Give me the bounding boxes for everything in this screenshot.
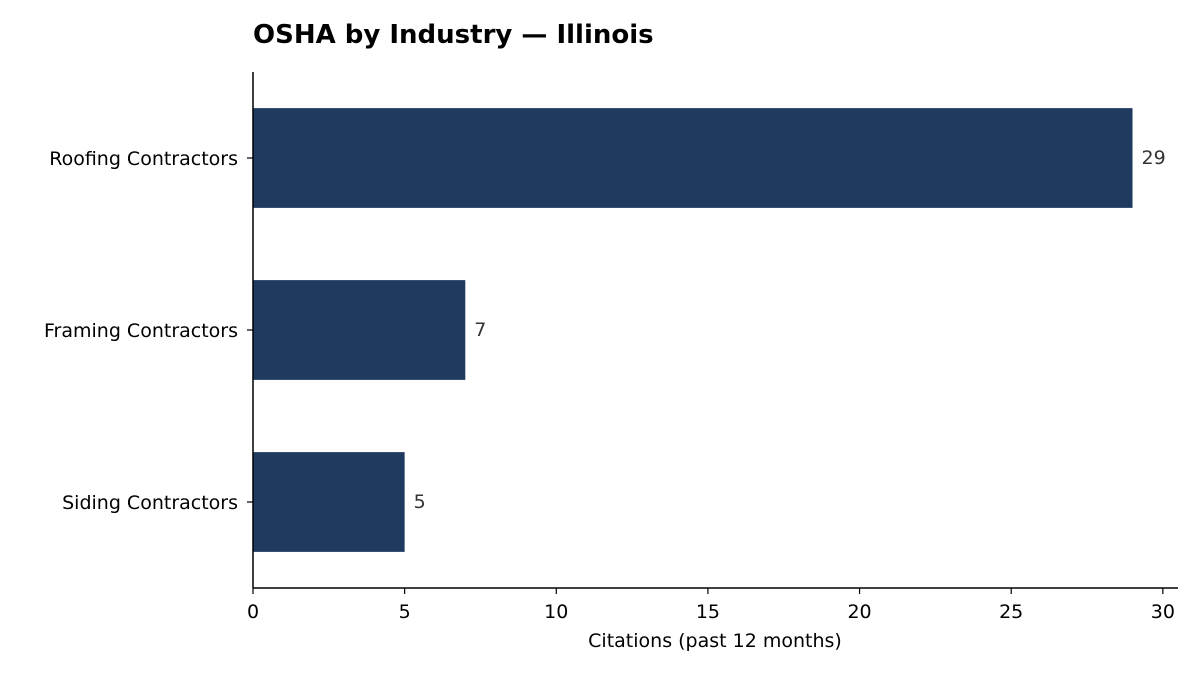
data-label-0: 29 xyxy=(1142,147,1166,169)
category-label-1: Framing Contractors xyxy=(44,320,238,342)
chart-title: OSHA by Industry — Illinois xyxy=(253,20,654,50)
x-tick-label-0: 0 xyxy=(247,601,259,623)
category-labels-group: Roofing Contractors Framing Contractors Si… xyxy=(44,148,253,514)
x-tick-label-6: 30 xyxy=(1151,601,1175,623)
x-tick-label-5: 25 xyxy=(999,601,1023,623)
x-tick-label-3: 15 xyxy=(696,601,720,623)
x-ticks-group: 0 5 10 15 20 25 30 xyxy=(247,588,1175,623)
data-label-1: 7 xyxy=(474,319,486,341)
data-label-2: 5 xyxy=(414,491,426,513)
x-tick-label-4: 20 xyxy=(847,601,871,623)
x-tick-label-2: 10 xyxy=(544,601,568,623)
x-tick-label-1: 5 xyxy=(399,601,411,623)
data-labels-group: 29 7 5 xyxy=(414,147,1166,513)
bar-0 xyxy=(253,108,1133,208)
x-axis-label: Citations (past 12 months) xyxy=(588,630,842,652)
bar-1 xyxy=(253,280,466,380)
bars-group xyxy=(253,108,1133,552)
category-label-2: Siding Contractors xyxy=(62,492,238,514)
bar-2 xyxy=(253,452,405,552)
category-label-0: Roofing Contractors xyxy=(49,148,238,170)
